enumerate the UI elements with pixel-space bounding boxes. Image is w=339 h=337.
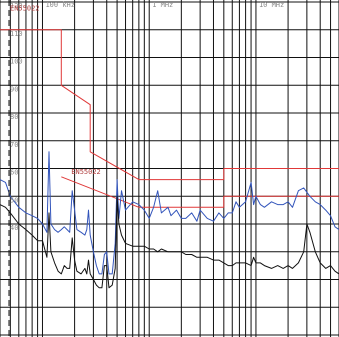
y-tick-label: 110	[10, 30, 23, 38]
x-tick-label: 1 MHz	[152, 1, 173, 9]
series-limit-upper	[0, 29, 339, 181]
y-tick-label: 60	[10, 169, 18, 177]
series-layer	[0, 29, 339, 289]
annotation-label: EN55022	[10, 4, 40, 12]
series-limit-lower	[61, 176, 339, 208]
x-tick-label: 100 kHz	[45, 1, 75, 9]
y-tick-label: 50	[10, 196, 18, 204]
tick-labels: 120 110 100 90 80 70 60 50 40 100 kHz 1 MHz 10 MHz	[10, 1, 284, 232]
y-tick-label: 70	[10, 141, 18, 149]
annotation-label: EN55022	[71, 168, 101, 176]
annotations: EN55022 EN55022	[10, 4, 101, 176]
y-tick-label: 90	[10, 85, 18, 93]
y-tick-label: 80	[10, 113, 18, 121]
series-average	[0, 195, 339, 289]
x-tick-label: 10 MHz	[259, 1, 284, 9]
series-peak	[0, 151, 339, 275]
y-tick-label: 120	[10, 2, 23, 10]
y-tick-label: 100	[10, 58, 23, 66]
y-tick-label: 40	[10, 224, 18, 232]
